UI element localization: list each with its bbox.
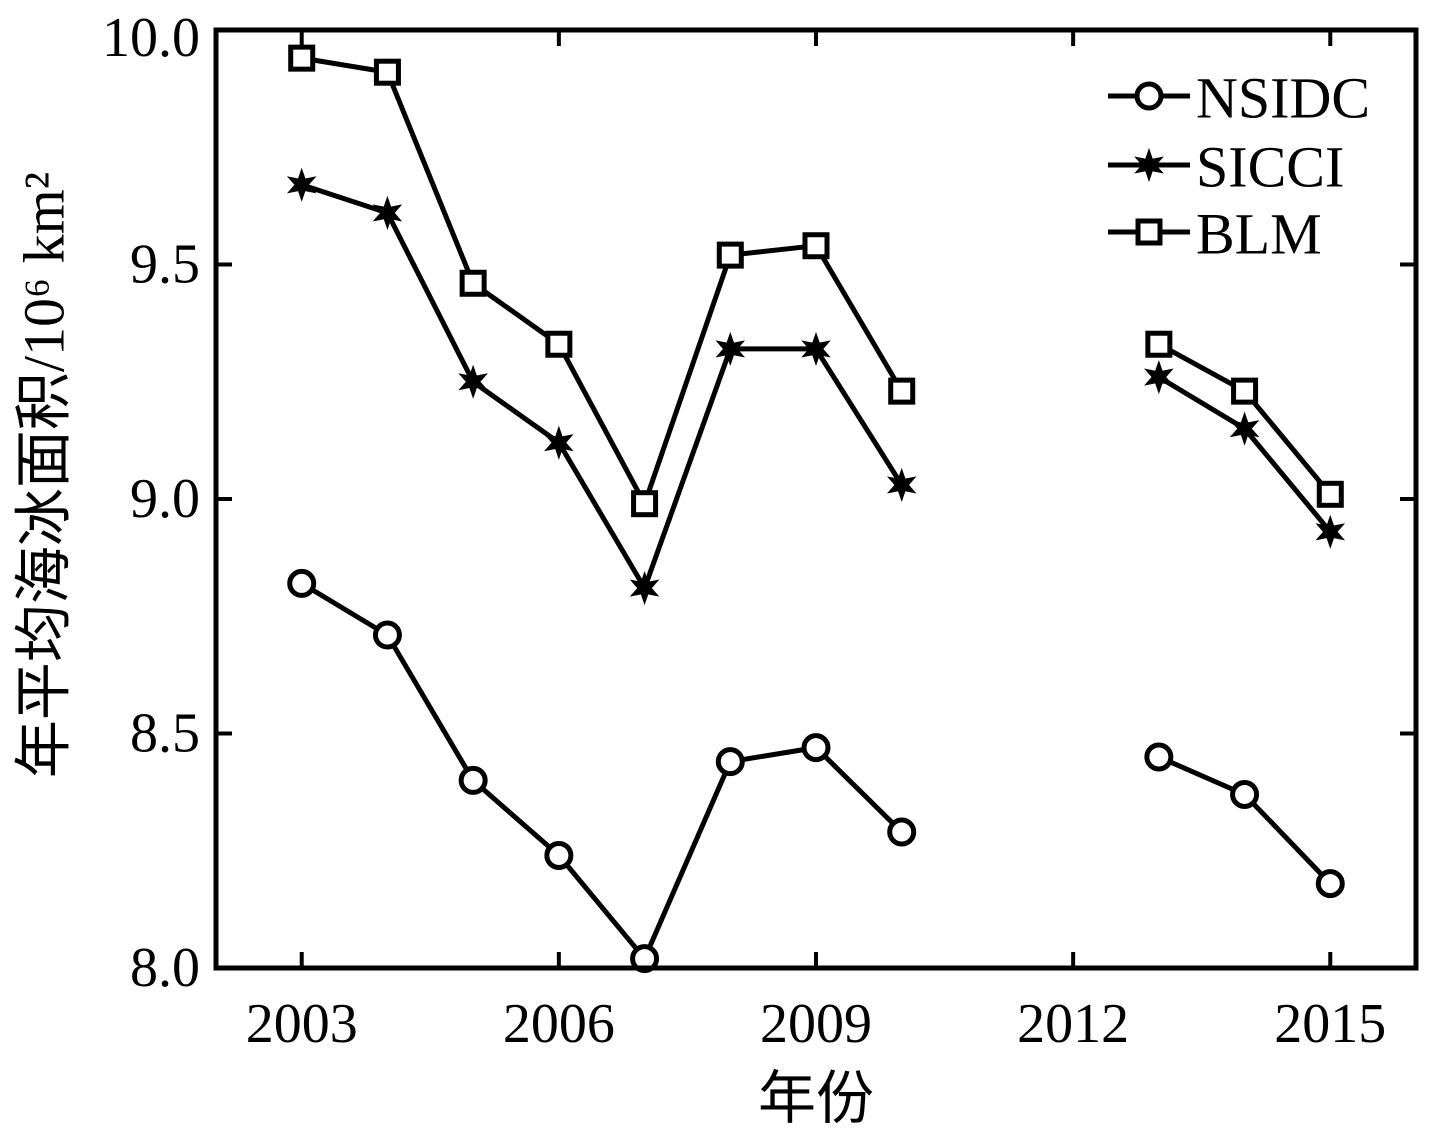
sicci-point bbox=[1229, 411, 1260, 446]
blm-point bbox=[1316, 480, 1344, 508]
blm-point bbox=[631, 490, 659, 518]
y-tick-label: 10.0 bbox=[102, 7, 200, 69]
nsidc-point bbox=[887, 817, 917, 847]
axis-ticks: 2003 2006 2009 2012 2015 8.0 8.5 9.0 9.5 10.0 bbox=[102, 7, 1416, 1055]
legend-entry-sicci: SICCI bbox=[1108, 135, 1344, 200]
sicci-point bbox=[801, 331, 831, 367]
legend-marker-sicci bbox=[1134, 147, 1164, 183]
legend-label-sicci: SICCI bbox=[1196, 135, 1344, 200]
sicci-point bbox=[1144, 359, 1174, 395]
x-tick-label: 2003 bbox=[246, 993, 358, 1055]
sicci-point bbox=[458, 364, 488, 399]
nsidc-point bbox=[1315, 869, 1345, 899]
blm-line-segment bbox=[301, 55, 904, 507]
sicci-point bbox=[715, 331, 746, 367]
sicci-point bbox=[544, 425, 574, 460]
legend-marker-blm bbox=[1135, 218, 1163, 246]
nsidc-point bbox=[287, 568, 317, 598]
sicci-line-segment bbox=[300, 182, 904, 591]
blm-point bbox=[1231, 377, 1259, 405]
y-tick-label: 8.5 bbox=[130, 703, 200, 765]
blm-point bbox=[373, 58, 401, 86]
nsidc-point bbox=[630, 944, 660, 974]
x-tick-label: 2009 bbox=[760, 993, 872, 1055]
sicci-point bbox=[629, 571, 660, 606]
legend-entry-nsidc: NSIDC bbox=[1108, 66, 1370, 131]
nsidc-point bbox=[1144, 742, 1174, 772]
blm-point bbox=[545, 330, 573, 358]
nsidc-point bbox=[372, 620, 402, 650]
y-tick-label: 9.0 bbox=[130, 468, 200, 530]
legend-label-nsidc: NSIDC bbox=[1196, 66, 1370, 131]
sicci-point bbox=[372, 195, 403, 231]
nsidc-point bbox=[458, 765, 488, 795]
blm-point bbox=[888, 377, 916, 405]
blm-point bbox=[288, 44, 316, 72]
nsidc-point bbox=[715, 747, 745, 777]
blm-point bbox=[459, 269, 487, 297]
x-tick-label: 2012 bbox=[1017, 993, 1129, 1055]
sicci-point bbox=[886, 467, 917, 503]
plot-frame bbox=[213, 27, 1419, 971]
sicci-point bbox=[1315, 514, 1346, 549]
blm-point bbox=[716, 241, 744, 269]
blm-point bbox=[802, 232, 830, 260]
y-tick-label: 9.5 bbox=[130, 234, 200, 296]
x-tick-label: 2015 bbox=[1274, 993, 1386, 1055]
nsidc-point bbox=[544, 840, 574, 870]
x-tick-label: 2006 bbox=[503, 993, 615, 1055]
nsidc-point bbox=[801, 733, 831, 763]
sicci-point bbox=[286, 167, 317, 202]
y-axis-label: 年平均海冰面积/10⁶ km² bbox=[12, 172, 77, 778]
legend-entry-blm: BLM bbox=[1108, 202, 1322, 267]
legend-marker-nsidc bbox=[1134, 81, 1164, 111]
series-markers bbox=[286, 44, 1346, 974]
x-axis-label: 年份 bbox=[758, 1066, 874, 1131]
y-tick-label: 8.0 bbox=[130, 937, 200, 999]
legend-label-blm: BLM bbox=[1196, 202, 1322, 267]
nsidc-point bbox=[1230, 779, 1260, 809]
blm-point bbox=[1145, 330, 1173, 358]
